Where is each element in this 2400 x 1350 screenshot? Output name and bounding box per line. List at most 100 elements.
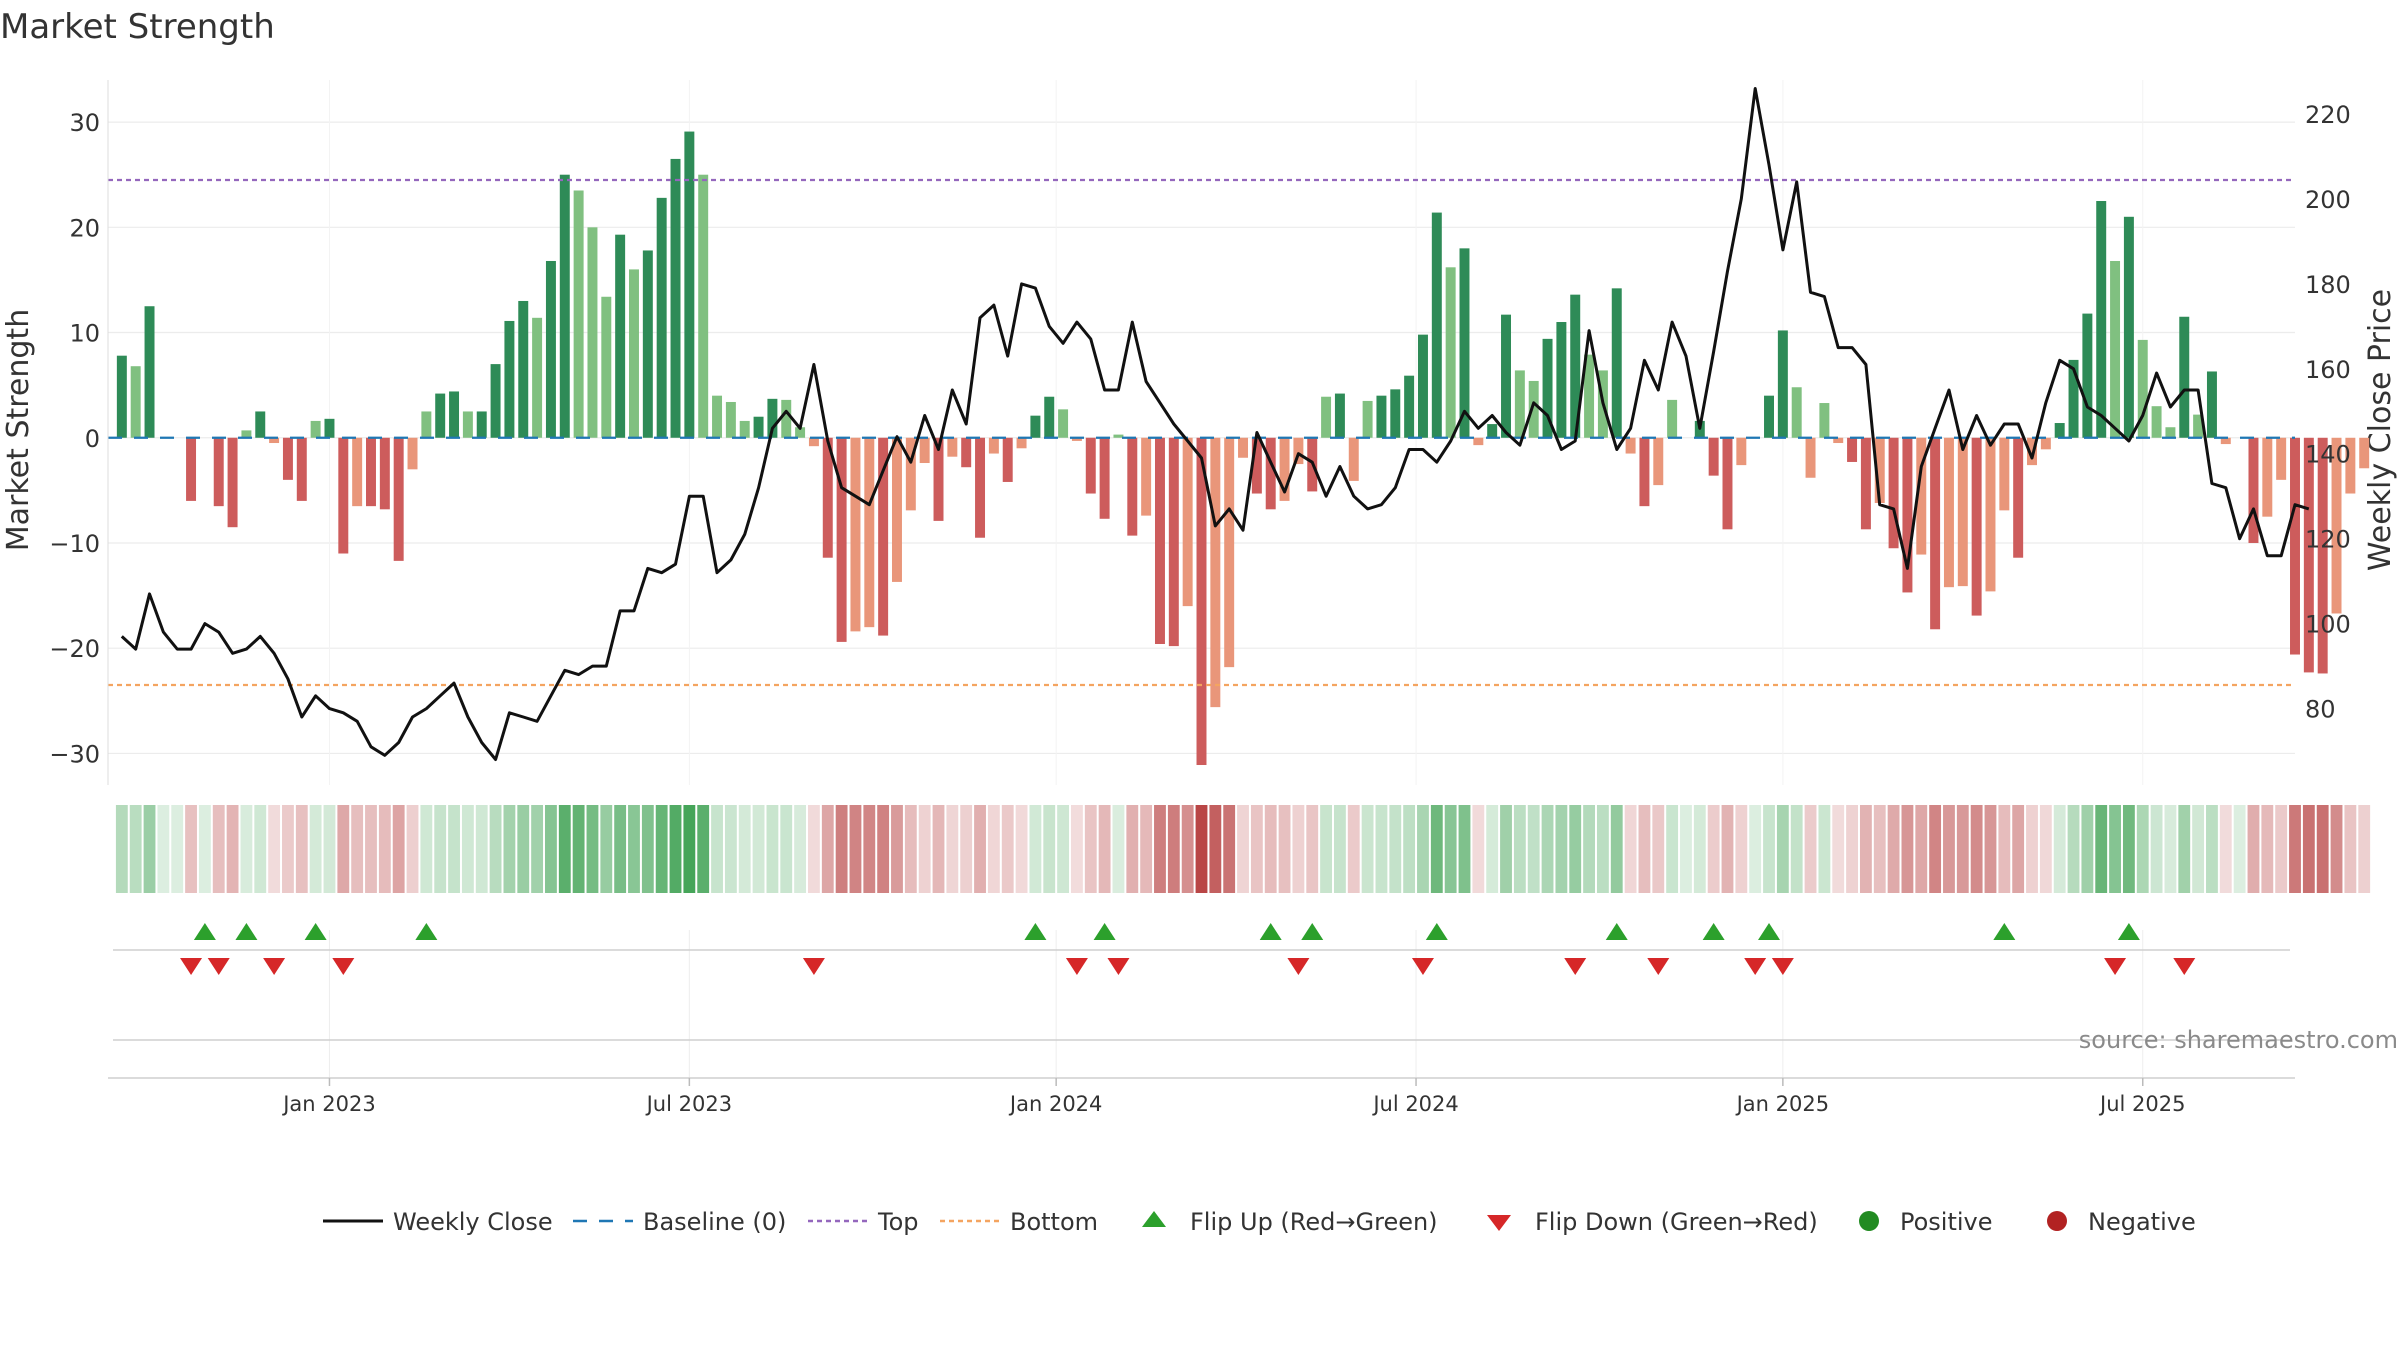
heat-cell — [1915, 805, 1928, 893]
x-tick-label: Jul 2024 — [1371, 1092, 1458, 1116]
heat-cell — [1998, 805, 2011, 893]
strength-bar — [836, 437, 847, 642]
flip-down-marker — [2173, 958, 2196, 975]
strength-bar — [186, 437, 197, 501]
heat-cell — [1929, 805, 1942, 893]
strength-bar — [725, 401, 736, 438]
strength-bar — [767, 398, 778, 438]
weekly-close-line — [120, 87, 2310, 761]
strength-bar — [919, 437, 930, 464]
heat-cell — [932, 805, 945, 893]
flip-down-marker — [1564, 958, 1587, 975]
strength-bar — [1431, 212, 1442, 438]
strength-bar — [1127, 437, 1138, 536]
strength-bar — [615, 234, 626, 438]
flip-down-marker — [802, 958, 825, 975]
heat-cell — [1181, 805, 1194, 893]
heat-cell — [1638, 805, 1651, 893]
strength-bar — [2040, 437, 2051, 450]
strength-bar — [1182, 437, 1193, 607]
strength-bar — [1390, 389, 1401, 438]
strength-bar — [1058, 409, 1069, 438]
strength-bar — [255, 411, 266, 438]
strength-bar — [130, 366, 141, 438]
strength-bar — [808, 437, 819, 447]
heat-cell — [268, 805, 281, 893]
strength-bar — [1847, 437, 1858, 462]
heat-cell — [821, 805, 834, 893]
strength-bar — [1805, 437, 1816, 478]
legend-item-baseline: Baseline (0) — [573, 1208, 786, 1236]
heat-cell — [489, 805, 502, 893]
strength-bar — [712, 395, 723, 438]
strength-bar — [296, 437, 307, 501]
heat-cell — [2122, 805, 2135, 893]
heat-cell — [600, 805, 613, 893]
strength-bar — [642, 250, 653, 438]
heat-cell — [711, 805, 723, 893]
flip-down-marker — [1287, 958, 1310, 975]
strength-bar — [532, 317, 543, 438]
heat-cell — [309, 805, 322, 893]
heat-cell — [1859, 805, 1872, 893]
flip-up-marker — [1425, 923, 1448, 940]
heat-cell — [2261, 805, 2274, 893]
y2-tick-label: 220 — [2305, 101, 2351, 129]
strength-bar — [573, 190, 584, 438]
strength-bar — [1791, 387, 1802, 438]
strength-bar — [1957, 437, 1968, 587]
legend-item-close: Weekly Close — [323, 1208, 553, 1236]
y-tick-label: −10 — [49, 530, 100, 558]
heat-cell — [351, 805, 364, 893]
strength-bar — [1528, 380, 1539, 438]
strength-bar — [1888, 437, 1899, 549]
heat-cell — [171, 805, 184, 893]
strength-bar — [1334, 393, 1345, 438]
strength-bar — [1016, 437, 1027, 449]
heat-cell — [337, 805, 350, 893]
strength-bar — [2193, 414, 2204, 438]
heat-cell — [1956, 805, 1969, 893]
strength-bar — [241, 430, 252, 438]
y2-tick-label: 180 — [2305, 271, 2351, 299]
x-tick-label: Jul 2025 — [2098, 1092, 2185, 1116]
heat-cell — [641, 805, 654, 893]
flip-up-marker — [304, 923, 327, 940]
legend-label: Top — [877, 1208, 919, 1236]
heat-cell — [1666, 805, 1679, 893]
heat-cell — [974, 805, 986, 893]
strength-bar — [1321, 396, 1332, 438]
heat-cell — [531, 805, 544, 893]
heat-cell — [1804, 805, 1817, 893]
strength-bar — [1154, 437, 1165, 644]
flip-up-marker — [1702, 923, 1725, 940]
heat-cell — [558, 805, 571, 893]
strength-bar — [1293, 437, 1304, 465]
strength-bar — [2276, 437, 2287, 480]
flip-markers — [108, 923, 2295, 1079]
heat-cell — [406, 805, 419, 893]
strength-bar — [2206, 371, 2217, 438]
strength-bar — [1930, 437, 1941, 630]
strength-bar — [490, 364, 501, 438]
strength-bar — [1653, 437, 1664, 486]
flip-down-marker — [332, 958, 355, 975]
heat-cell — [1140, 805, 1153, 893]
heat-cell — [572, 805, 585, 893]
heat-cell — [2109, 805, 2121, 893]
heat-cell — [2302, 805, 2315, 893]
y-tick-label: −20 — [49, 635, 100, 663]
heat-cell — [2039, 805, 2052, 893]
strength-bar — [1625, 437, 1636, 454]
strength-bar — [213, 437, 224, 507]
strength-bar — [1584, 354, 1595, 438]
strength-bar — [2123, 216, 2134, 438]
heat-cell — [448, 805, 460, 893]
strength-bar — [1099, 437, 1110, 519]
heat-cell — [1486, 805, 1499, 893]
flip-down-marker — [180, 958, 203, 975]
strength-bar — [366, 437, 376, 507]
strength-bar — [2068, 359, 2079, 438]
strength-bar — [1141, 437, 1152, 516]
